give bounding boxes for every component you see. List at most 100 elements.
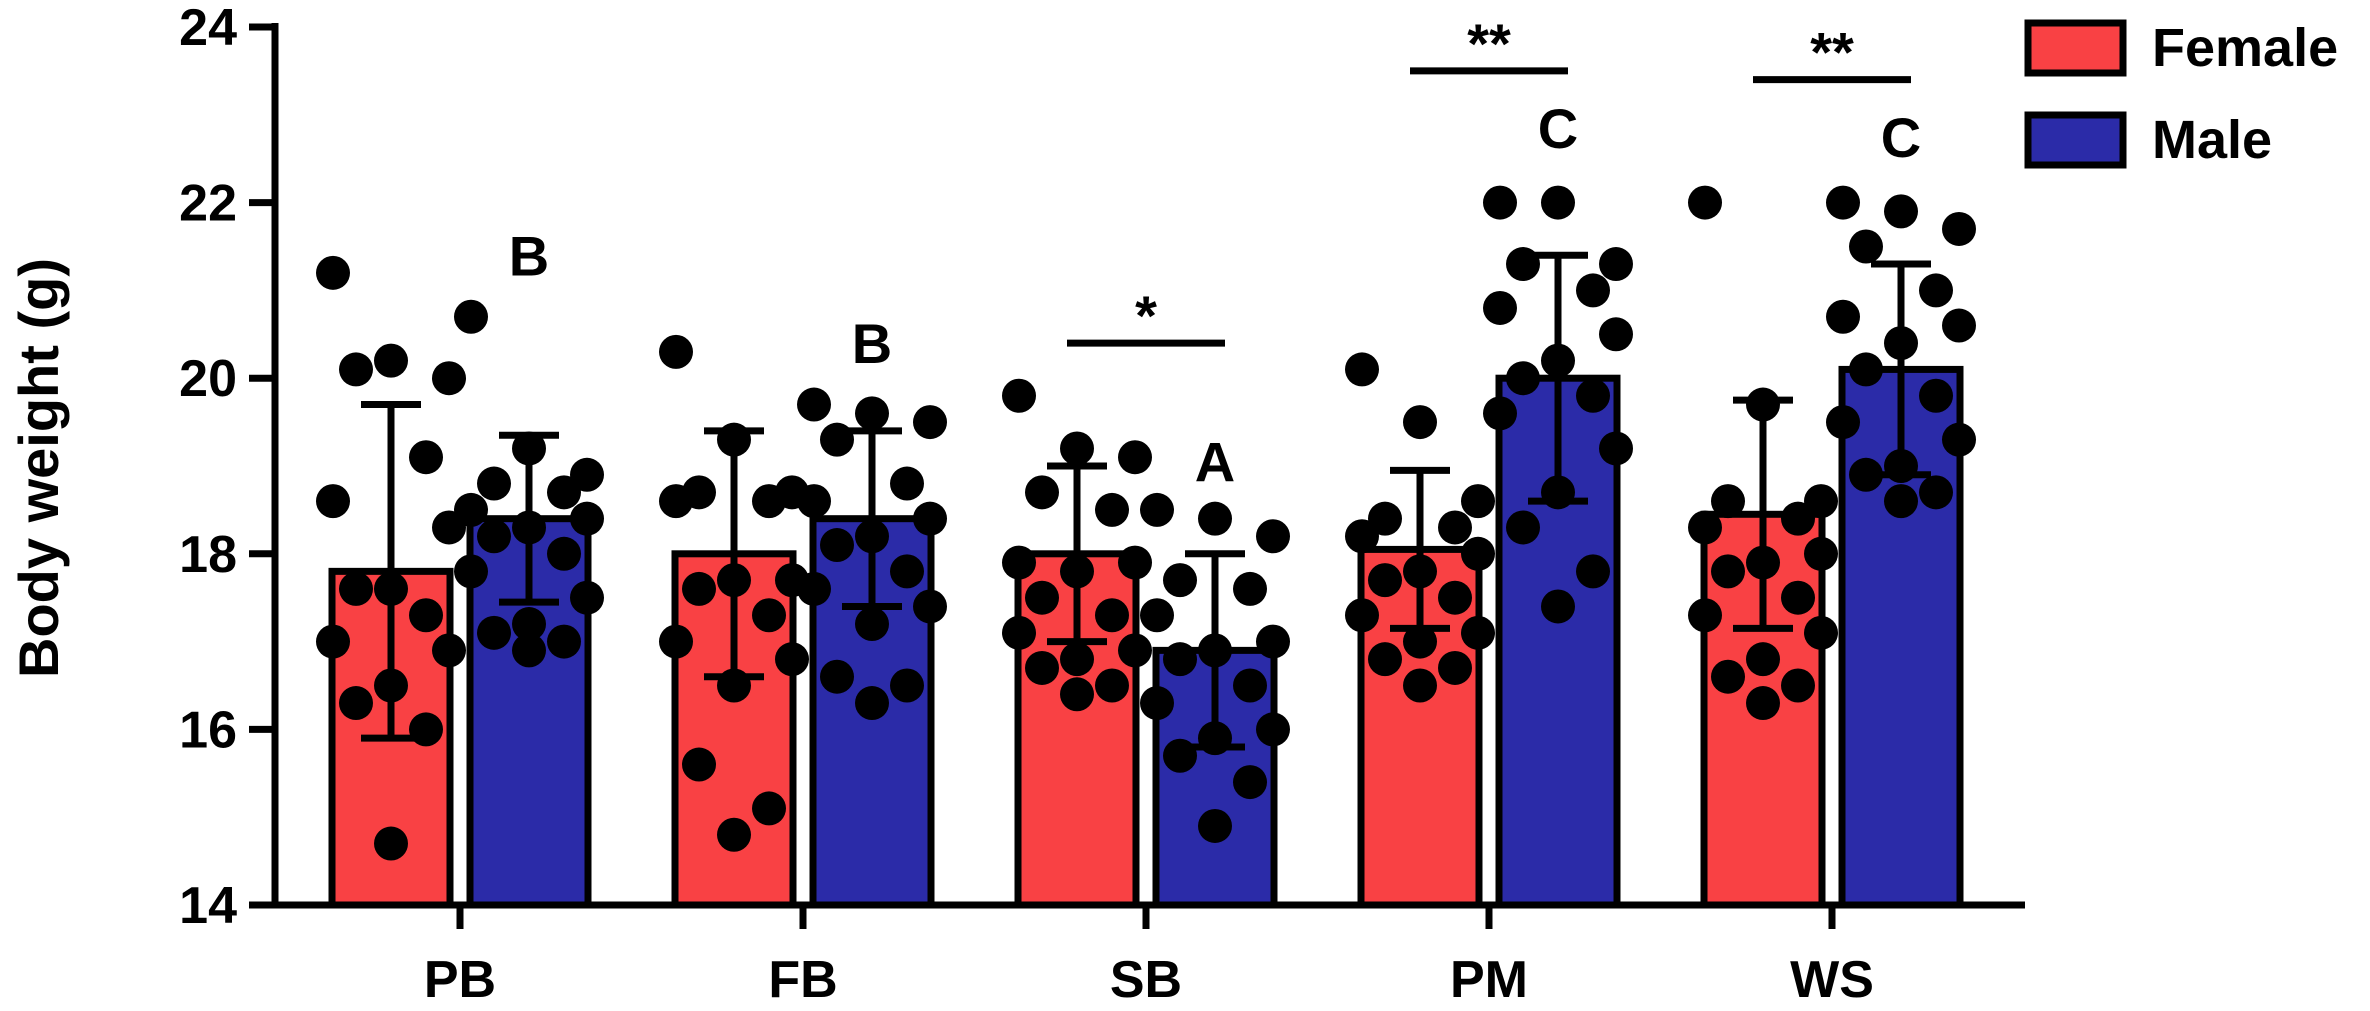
data-point xyxy=(1483,396,1517,431)
data-point xyxy=(1002,378,1036,413)
data-point xyxy=(1256,624,1290,659)
data-point xyxy=(374,668,408,703)
data-point xyxy=(1403,554,1437,589)
y-tick-label: 18 xyxy=(179,526,237,584)
data-point xyxy=(1118,545,1152,580)
data-point xyxy=(1163,563,1197,598)
data-point xyxy=(1198,721,1232,756)
data-point xyxy=(913,589,947,624)
data-point xyxy=(1576,273,1610,308)
y-axis: 14 16 18 20 22 24 xyxy=(179,0,279,935)
data-point xyxy=(1541,475,1575,510)
data-point xyxy=(717,817,751,852)
data-point xyxy=(890,668,924,703)
data-point xyxy=(1345,598,1379,633)
error-bars xyxy=(361,251,1931,751)
significance-stars: ** xyxy=(1810,21,1854,84)
data-point xyxy=(1919,273,1953,308)
data-point xyxy=(512,510,546,545)
data-point xyxy=(890,466,924,501)
data-point xyxy=(1711,484,1745,519)
data-point xyxy=(1461,484,1495,519)
data-point xyxy=(1233,668,1267,703)
legend-label-female: Female xyxy=(2152,18,2338,78)
data-point xyxy=(570,501,604,536)
legend: Female Male xyxy=(2024,18,2338,170)
data-point xyxy=(1826,299,1860,334)
data-point xyxy=(775,642,809,677)
data-point xyxy=(717,668,751,703)
data-point xyxy=(409,440,443,475)
data-point xyxy=(570,580,604,615)
data-point xyxy=(1140,492,1174,527)
data-point xyxy=(316,484,350,519)
data-point xyxy=(1345,519,1379,554)
data-point xyxy=(1438,650,1472,685)
data-point xyxy=(1403,405,1437,440)
data-point xyxy=(454,299,488,334)
data-point xyxy=(1711,554,1745,589)
data-point xyxy=(1368,642,1402,677)
data-point xyxy=(1163,642,1197,677)
data-point xyxy=(1095,598,1129,633)
data-point xyxy=(682,571,716,606)
data-point xyxy=(409,598,443,633)
data-point xyxy=(1826,185,1860,220)
data-point xyxy=(1688,510,1722,545)
data-point xyxy=(1403,668,1437,703)
data-point xyxy=(1541,185,1575,220)
data-point xyxy=(797,484,831,519)
data-point xyxy=(1345,352,1379,387)
data-point xyxy=(1002,545,1036,580)
data-point xyxy=(1919,378,1953,413)
data-point xyxy=(682,747,716,782)
group-letter: C xyxy=(1881,106,1921,169)
data-point xyxy=(1368,563,1402,598)
data-point xyxy=(1746,686,1780,721)
data-point xyxy=(1256,519,1290,554)
data-point xyxy=(374,571,408,606)
x-tick-label: FB xyxy=(768,951,837,1009)
data-point xyxy=(855,396,889,431)
y-axis-label: Body weight (g) xyxy=(7,258,70,678)
data-point xyxy=(1233,571,1267,606)
data-point xyxy=(752,791,786,826)
data-point xyxy=(547,536,581,571)
data-point xyxy=(1438,580,1472,615)
x-tick-label: SB xyxy=(1110,951,1182,1009)
data-point xyxy=(477,615,511,650)
data-point xyxy=(1025,650,1059,685)
data-point xyxy=(659,624,693,659)
data-point xyxy=(1781,501,1815,536)
data-point xyxy=(1599,247,1633,282)
data-point xyxy=(477,466,511,501)
data-point xyxy=(339,352,373,387)
data-point xyxy=(1688,598,1722,633)
data-point xyxy=(1576,554,1610,589)
significance-stars: * xyxy=(1135,284,1157,347)
data-point xyxy=(1942,211,1976,246)
data-point xyxy=(1095,492,1129,527)
data-point xyxy=(913,405,947,440)
bar-male-pb xyxy=(466,515,592,909)
data-point xyxy=(1025,475,1059,510)
data-point xyxy=(1804,536,1838,571)
data-point xyxy=(374,826,408,861)
y-tick-label: 16 xyxy=(179,701,237,759)
x-axis: PB FB SB PM WS xyxy=(272,901,2025,1009)
data-point xyxy=(1118,440,1152,475)
data-point xyxy=(1849,457,1883,492)
data-point xyxy=(1884,326,1918,361)
data-point xyxy=(570,457,604,492)
data-point xyxy=(409,712,443,747)
data-point xyxy=(1118,633,1152,668)
group-letter: B xyxy=(509,224,549,287)
y-tick-label: 14 xyxy=(179,877,237,935)
data-point xyxy=(659,334,693,369)
legend-label-male: Male xyxy=(2152,110,2272,170)
data-point xyxy=(1849,352,1883,387)
data-point xyxy=(1095,668,1129,703)
data-point xyxy=(454,554,488,589)
data-point xyxy=(1198,501,1232,536)
data-point xyxy=(1060,431,1094,466)
